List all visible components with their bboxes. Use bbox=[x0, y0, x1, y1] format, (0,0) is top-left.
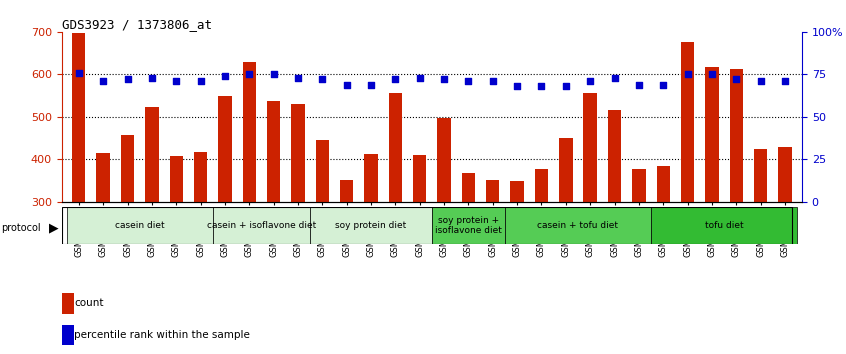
Bar bbox=[778, 147, 792, 202]
Point bbox=[340, 82, 354, 87]
Point bbox=[462, 78, 475, 84]
Point bbox=[121, 76, 135, 82]
Bar bbox=[121, 135, 135, 202]
Bar bbox=[62, 293, 74, 314]
Bar bbox=[72, 33, 85, 202]
Point bbox=[218, 73, 232, 79]
Point bbox=[437, 76, 451, 82]
Bar bbox=[96, 153, 110, 202]
Point bbox=[486, 78, 499, 84]
Bar bbox=[169, 156, 183, 202]
Bar bbox=[266, 101, 280, 202]
Bar bbox=[437, 118, 451, 202]
Bar bbox=[584, 93, 597, 202]
Point bbox=[754, 78, 767, 84]
Bar bbox=[656, 166, 670, 202]
Bar bbox=[754, 149, 767, 202]
Point bbox=[584, 78, 597, 84]
Point bbox=[656, 82, 670, 87]
Bar bbox=[535, 169, 548, 202]
Bar bbox=[510, 181, 524, 202]
Point bbox=[365, 82, 378, 87]
Point bbox=[266, 72, 280, 77]
Text: tofu diet: tofu diet bbox=[705, 221, 744, 230]
Bar bbox=[67, 207, 212, 244]
Bar bbox=[431, 207, 505, 244]
Bar bbox=[365, 154, 377, 202]
Text: percentile rank within the sample: percentile rank within the sample bbox=[74, 330, 250, 340]
Bar bbox=[291, 104, 305, 202]
Text: soy protein diet: soy protein diet bbox=[335, 221, 407, 230]
Bar bbox=[505, 207, 651, 244]
Bar bbox=[218, 96, 232, 202]
Point bbox=[413, 75, 426, 81]
Bar bbox=[243, 62, 256, 202]
Text: ▶: ▶ bbox=[49, 222, 58, 235]
Point bbox=[169, 78, 183, 84]
Bar bbox=[706, 67, 718, 202]
Point bbox=[291, 75, 305, 81]
Point bbox=[607, 75, 621, 81]
Point bbox=[632, 82, 645, 87]
Text: soy protein +
isoflavone diet: soy protein + isoflavone diet bbox=[435, 216, 502, 235]
Bar bbox=[486, 180, 499, 202]
Point bbox=[145, 75, 158, 81]
Bar bbox=[212, 207, 310, 244]
Text: count: count bbox=[74, 298, 104, 308]
Point bbox=[243, 72, 256, 77]
Point bbox=[778, 78, 792, 84]
Bar bbox=[413, 155, 426, 202]
Point bbox=[681, 72, 695, 77]
Bar bbox=[462, 173, 475, 202]
Text: casein + tofu diet: casein + tofu diet bbox=[537, 221, 618, 230]
Text: GDS3923 / 1373806_at: GDS3923 / 1373806_at bbox=[62, 18, 212, 31]
Bar bbox=[559, 138, 573, 202]
Point bbox=[96, 78, 110, 84]
Bar bbox=[632, 169, 645, 202]
Point bbox=[510, 84, 524, 89]
Point bbox=[316, 76, 329, 82]
Bar bbox=[310, 207, 431, 244]
Bar bbox=[194, 152, 207, 202]
Text: casein + isoflavone diet: casein + isoflavone diet bbox=[206, 221, 316, 230]
Bar bbox=[607, 110, 621, 202]
Bar bbox=[316, 140, 329, 202]
Point bbox=[559, 84, 573, 89]
Bar bbox=[651, 207, 797, 244]
Bar bbox=[146, 107, 158, 202]
Point bbox=[706, 72, 719, 77]
Point bbox=[729, 76, 743, 82]
Bar bbox=[681, 42, 695, 202]
Text: protocol: protocol bbox=[1, 223, 41, 233]
Bar bbox=[729, 69, 743, 202]
Point bbox=[535, 84, 548, 89]
Point bbox=[72, 70, 85, 75]
Bar bbox=[388, 93, 402, 202]
Point bbox=[194, 78, 207, 84]
Bar bbox=[62, 325, 74, 346]
Point bbox=[388, 76, 402, 82]
Bar bbox=[340, 180, 354, 202]
Text: casein diet: casein diet bbox=[115, 221, 164, 230]
